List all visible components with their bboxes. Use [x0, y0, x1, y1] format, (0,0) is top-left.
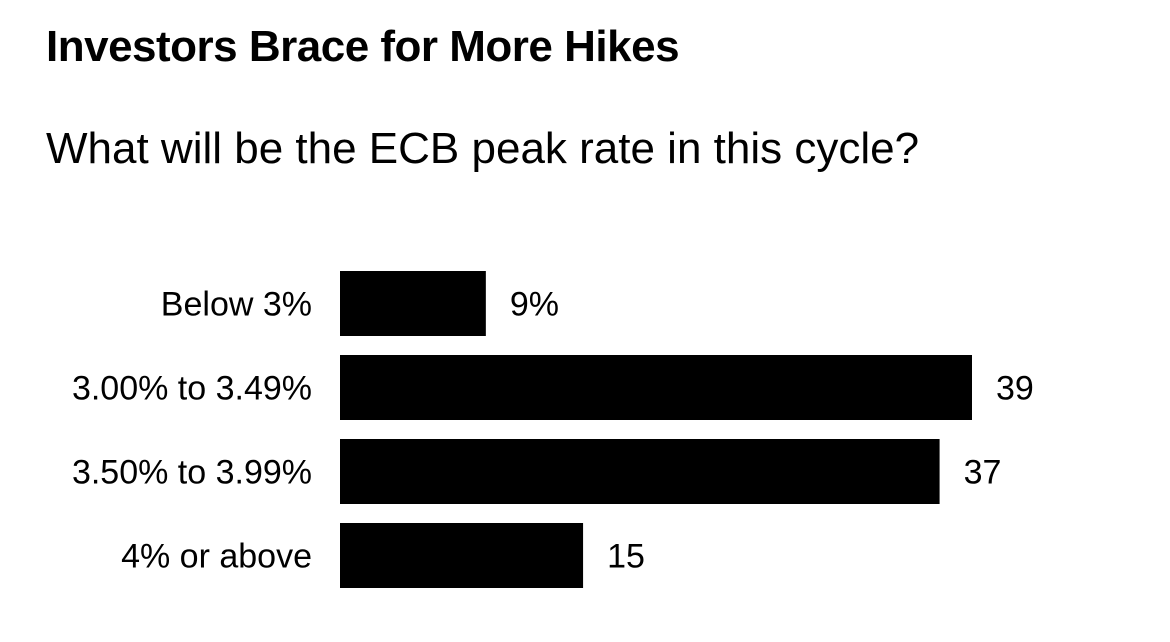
chart-subtitle: What will be the ECB peak rate in this c…: [46, 124, 920, 173]
value-label: 15: [607, 538, 645, 576]
category-label: 3.50% to 3.99%: [72, 454, 312, 492]
bar: [340, 271, 486, 336]
value-label: 37: [964, 454, 1002, 492]
bar: [340, 439, 940, 504]
chart-title: Investors Brace for More Hikes: [46, 22, 680, 71]
value-label: 39: [996, 370, 1034, 408]
value-label: 9%: [510, 286, 559, 324]
category-label: 4% or above: [121, 538, 312, 576]
category-label: 3.00% to 3.49%: [72, 370, 312, 408]
bar: [340, 355, 972, 420]
category-label: Below 3%: [161, 286, 312, 324]
bar: [340, 523, 584, 588]
